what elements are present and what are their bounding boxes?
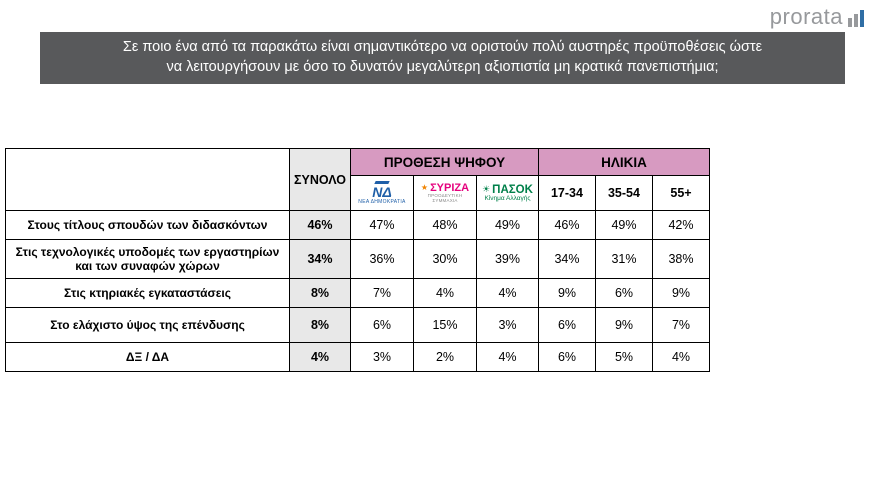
results-table: ΣΥΝΟΛΟ ΠΡΟΘΕΣΗ ΨΗΦΟΥ ΗΛΙΚΙΑ ΝΔ ΝΕΑ ΔΗΜΟΚ… [5,148,710,372]
pasok-sun-icon: ☀ [482,184,491,195]
question-line-1: Σε ποιο ένα από τα παρακάτω είναι σημαντ… [122,39,763,55]
cell-value: 9% [594,307,653,343]
table-row: Στους τίτλους σπουδών των διδασκόντων 46… [5,210,710,240]
cell-synolo: 8% [289,307,351,343]
prorata-logo-text: prorata [769,4,843,29]
table-row: Στις τεχνολογικές υποδομές των εργαστηρί… [5,239,710,279]
table-row: Στις κτηριακές εγκαταστάσεις 8% 7% 4% 4%… [5,278,710,308]
cell-synolo: 4% [289,342,351,372]
cell-value: 36% [349,239,414,279]
cell-value: 49% [594,210,653,240]
column-header-age-35-54: 35-54 [594,175,653,211]
cell-value: 39% [475,239,539,279]
cell-value: 9% [651,278,710,308]
row-label: ΔΞ / ΔΑ [5,342,290,372]
cell-value: 3% [475,307,539,343]
column-header-synolo: ΣΥΝΟΛΟ [289,148,351,211]
nd-flag-icon [374,181,390,185]
syriza-logo: ★ ΣΥΡΙΖΑ ΠΡΟΟΔΕΥΤΙΚΗ ΣΥΜΜΑΧΙΑ [418,181,472,204]
column-header-age-55plus: 55+ [651,175,710,211]
table-row: Στο ελάχιστο ύψος της επένδυσης 8% 6% 15… [5,307,710,343]
cell-value: 9% [537,278,596,308]
cell-value: 6% [537,342,596,372]
pasok-logo-text: ΠΑΣΟΚ [492,183,533,196]
cell-value: 34% [537,239,596,279]
cell-value: 30% [412,239,477,279]
cell-value: 38% [651,239,710,279]
row-label: Στους τίτλους σπουδών των διδασκόντων [5,210,290,240]
syriza-logo-text: ΣΥΡΙΖΑ [430,181,470,194]
table-row: ΔΞ / ΔΑ 4% 3% 2% 4% 6% 5% 4% [5,342,710,372]
column-header-party-nd: ΝΔ ΝΕΑ ΔΗΜΟΚΡΑΤΙΑ [349,175,414,211]
cell-value: 7% [651,307,710,343]
nd-logo: ΝΔ ΝΕΑ ΔΗΜΟΚΡΑΤΙΑ [355,181,409,205]
row-label: Στις τεχνολογικές υποδομές των εργαστηρί… [5,239,290,279]
cell-synolo: 8% [289,278,351,308]
row-label: Στις κτηριακές εγκαταστάσεις [5,278,290,308]
question-line-2: να λειτουργήσουν με όσο το δυνατόν μεγαλ… [166,59,719,76]
cell-value: 2% [412,342,477,372]
cell-value: 3% [349,342,414,372]
group-header-age: ΗΛΙΚΙΑ [537,148,710,176]
cell-value: 6% [349,307,414,343]
cell-value: 48% [412,210,477,240]
pasok-logo-subtext: Κίνημα Αλλαγής [484,194,531,202]
cell-value: 7% [349,278,414,308]
cell-value: 15% [412,307,477,343]
bar-chart-icon [848,10,864,28]
cell-value: 4% [651,342,710,372]
cell-value: 49% [475,210,539,240]
cell-value: 42% [651,210,710,240]
cell-value: 4% [475,278,539,308]
pasok-logo: ☀ ΠΑΣΟΚ Κίνημα Αλλαγής [481,184,534,203]
cell-value: 5% [594,342,653,372]
cell-value: 6% [594,278,653,308]
nd-logo-subtext: ΝΕΑ ΔΗΜΟΚΡΑΤΙΑ [358,198,406,205]
prorata-logo: prorata [770,6,864,28]
cell-value: 31% [594,239,653,279]
cell-value: 6% [537,307,596,343]
question-banner: Σε ποιο ένα από τα παρακάτω είναι σημαντ… [40,32,845,84]
table-corner-blank [5,148,290,211]
column-header-age-17-34: 17-34 [537,175,596,211]
cell-value: 4% [475,342,539,372]
cell-value: 47% [349,210,414,240]
group-header-vote-intention: ΠΡΟΘΕΣΗ ΨΗΦΟΥ [349,148,539,176]
cell-synolo: 34% [289,239,351,279]
nd-logo-text: ΝΔ [372,184,392,201]
column-header-party-syriza: ★ ΣΥΡΙΖΑ ΠΡΟΟΔΕΥΤΙΚΗ ΣΥΜΜΑΧΙΑ [412,175,477,211]
cell-value: 46% [537,210,596,240]
cell-value: 4% [412,278,477,308]
syriza-star-icon: ★ [420,183,429,193]
column-header-party-pasok: ☀ ΠΑΣΟΚ Κίνημα Αλλαγής [475,175,539,211]
syriza-logo-subtext: ΠΡΟΟΔΕΥΤΙΚΗ ΣΥΜΜΑΧΙΑ [427,193,463,203]
cell-synolo: 46% [289,210,351,240]
row-label: Στο ελάχιστο ύψος της επένδυσης [5,307,290,343]
